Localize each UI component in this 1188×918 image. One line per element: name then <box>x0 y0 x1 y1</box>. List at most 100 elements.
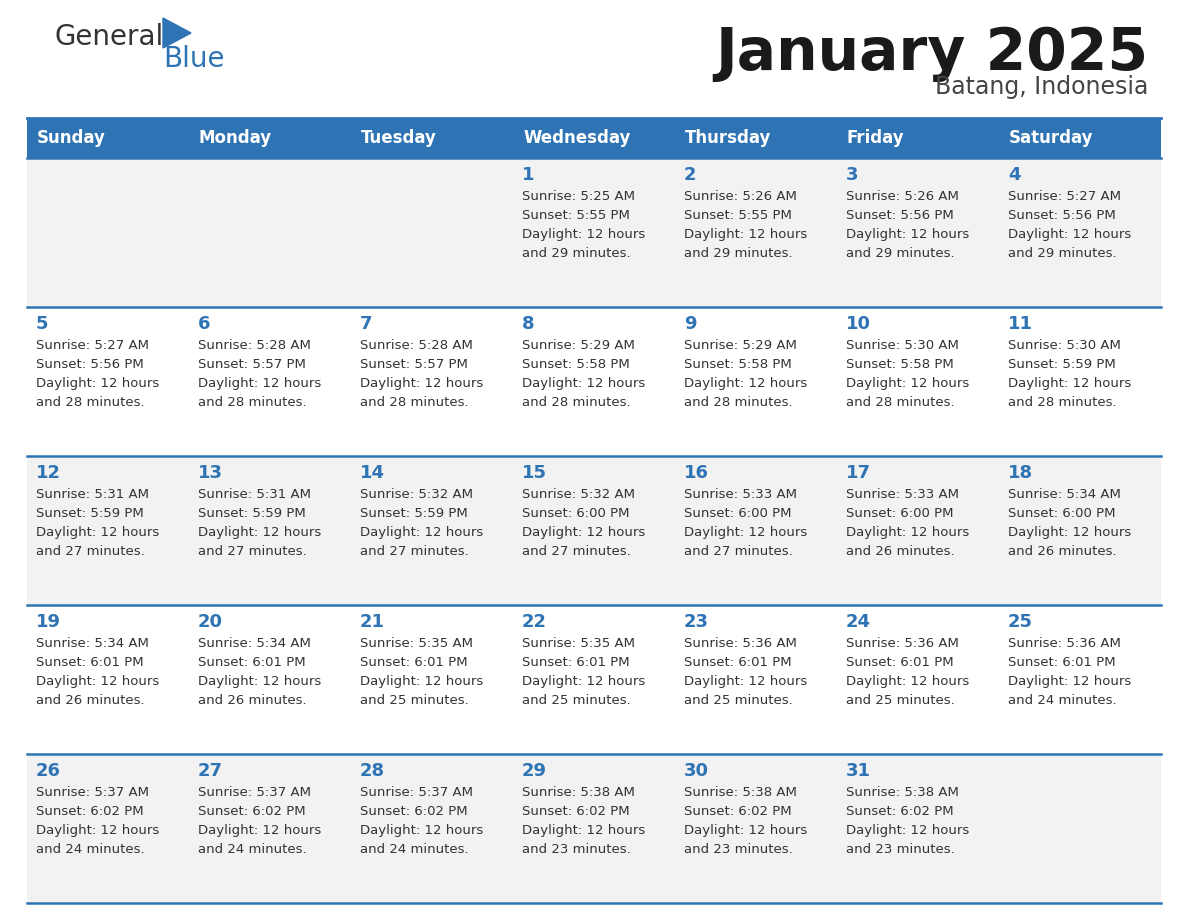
Bar <box>513 456 675 605</box>
Text: Sunset: 6:01 PM: Sunset: 6:01 PM <box>36 656 144 669</box>
Text: 7: 7 <box>360 315 373 333</box>
Text: Sunset: 6:01 PM: Sunset: 6:01 PM <box>522 656 630 669</box>
Text: and 28 minutes.: and 28 minutes. <box>1007 396 1117 409</box>
Bar <box>27 605 189 754</box>
Text: Sunset: 5:59 PM: Sunset: 5:59 PM <box>198 507 305 520</box>
Text: and 26 minutes.: and 26 minutes. <box>1007 545 1117 558</box>
Text: Sunrise: 5:33 AM: Sunrise: 5:33 AM <box>684 488 797 501</box>
Bar <box>350 158 513 307</box>
Text: Sunrise: 5:37 AM: Sunrise: 5:37 AM <box>36 786 148 799</box>
Text: 20: 20 <box>198 613 223 631</box>
Text: 24: 24 <box>846 613 871 631</box>
Text: Sunrise: 5:30 AM: Sunrise: 5:30 AM <box>1007 339 1120 352</box>
Text: and 27 minutes.: and 27 minutes. <box>198 545 307 558</box>
Bar <box>27 118 189 158</box>
Text: Daylight: 12 hours: Daylight: 12 hours <box>198 377 321 390</box>
Text: and 26 minutes.: and 26 minutes. <box>846 545 955 558</box>
Text: 17: 17 <box>846 464 871 482</box>
Bar <box>350 118 513 158</box>
Text: and 23 minutes.: and 23 minutes. <box>846 843 955 856</box>
Bar <box>27 158 189 307</box>
Text: January 2025: January 2025 <box>715 25 1148 82</box>
Text: 27: 27 <box>198 762 223 780</box>
Text: Daylight: 12 hours: Daylight: 12 hours <box>846 228 969 241</box>
Text: Thursday: Thursday <box>685 129 771 147</box>
Text: 16: 16 <box>684 464 709 482</box>
Bar <box>350 605 513 754</box>
Text: Daylight: 12 hours: Daylight: 12 hours <box>360 377 484 390</box>
Text: Daylight: 12 hours: Daylight: 12 hours <box>198 824 321 837</box>
Text: Sunday: Sunday <box>37 129 106 147</box>
Text: Sunset: 6:00 PM: Sunset: 6:00 PM <box>846 507 954 520</box>
Bar <box>27 754 189 903</box>
Bar <box>27 456 189 605</box>
Bar <box>513 118 675 158</box>
Bar <box>838 158 999 307</box>
Bar <box>675 118 838 158</box>
Text: 6: 6 <box>198 315 210 333</box>
Text: Daylight: 12 hours: Daylight: 12 hours <box>522 824 645 837</box>
Bar <box>999 754 1161 903</box>
Text: Sunset: 5:58 PM: Sunset: 5:58 PM <box>846 358 954 371</box>
Text: 22: 22 <box>522 613 546 631</box>
Text: Sunrise: 5:25 AM: Sunrise: 5:25 AM <box>522 190 636 203</box>
Text: Daylight: 12 hours: Daylight: 12 hours <box>846 526 969 539</box>
Text: and 24 minutes.: and 24 minutes. <box>36 843 145 856</box>
Polygon shape <box>163 18 191 48</box>
Bar <box>999 158 1161 307</box>
Text: Sunrise: 5:33 AM: Sunrise: 5:33 AM <box>846 488 959 501</box>
Bar <box>189 307 350 456</box>
Text: Sunset: 6:00 PM: Sunset: 6:00 PM <box>522 507 630 520</box>
Text: Sunrise: 5:29 AM: Sunrise: 5:29 AM <box>522 339 634 352</box>
Text: Daylight: 12 hours: Daylight: 12 hours <box>684 377 808 390</box>
Text: Batang, Indonesia: Batang, Indonesia <box>935 75 1148 99</box>
Text: Sunset: 6:02 PM: Sunset: 6:02 PM <box>684 805 791 818</box>
Text: 3: 3 <box>846 166 859 184</box>
Text: and 27 minutes.: and 27 minutes. <box>360 545 469 558</box>
Text: 4: 4 <box>1007 166 1020 184</box>
Text: 28: 28 <box>360 762 385 780</box>
Bar <box>999 456 1161 605</box>
Text: and 26 minutes.: and 26 minutes. <box>198 694 307 707</box>
Bar <box>513 605 675 754</box>
Text: Sunset: 5:59 PM: Sunset: 5:59 PM <box>360 507 468 520</box>
Bar <box>350 754 513 903</box>
Bar <box>675 754 838 903</box>
Text: Daylight: 12 hours: Daylight: 12 hours <box>522 377 645 390</box>
Text: 23: 23 <box>684 613 709 631</box>
Text: 12: 12 <box>36 464 61 482</box>
Text: and 23 minutes.: and 23 minutes. <box>522 843 631 856</box>
Text: 31: 31 <box>846 762 871 780</box>
Text: Sunrise: 5:37 AM: Sunrise: 5:37 AM <box>198 786 311 799</box>
Text: Sunset: 6:02 PM: Sunset: 6:02 PM <box>360 805 468 818</box>
Bar <box>838 307 999 456</box>
Text: Daylight: 12 hours: Daylight: 12 hours <box>360 675 484 688</box>
Text: Sunrise: 5:27 AM: Sunrise: 5:27 AM <box>1007 190 1121 203</box>
Text: Sunrise: 5:36 AM: Sunrise: 5:36 AM <box>684 637 797 650</box>
Text: and 27 minutes.: and 27 minutes. <box>36 545 145 558</box>
Bar <box>838 605 999 754</box>
Text: General: General <box>55 23 164 51</box>
Text: Sunrise: 5:34 AM: Sunrise: 5:34 AM <box>36 637 148 650</box>
Text: Sunrise: 5:36 AM: Sunrise: 5:36 AM <box>1007 637 1120 650</box>
Text: Sunrise: 5:32 AM: Sunrise: 5:32 AM <box>522 488 636 501</box>
Text: Tuesday: Tuesday <box>361 129 437 147</box>
Text: 15: 15 <box>522 464 546 482</box>
Text: Sunrise: 5:30 AM: Sunrise: 5:30 AM <box>846 339 959 352</box>
Text: 8: 8 <box>522 315 535 333</box>
Text: 10: 10 <box>846 315 871 333</box>
Bar <box>513 307 675 456</box>
Text: Sunrise: 5:34 AM: Sunrise: 5:34 AM <box>198 637 311 650</box>
Text: Sunset: 5:59 PM: Sunset: 5:59 PM <box>36 507 144 520</box>
Text: and 29 minutes.: and 29 minutes. <box>1007 247 1117 260</box>
Text: 1: 1 <box>522 166 535 184</box>
Bar <box>838 754 999 903</box>
Text: Sunrise: 5:28 AM: Sunrise: 5:28 AM <box>198 339 311 352</box>
Bar <box>999 118 1161 158</box>
Text: Wednesday: Wednesday <box>523 129 631 147</box>
Text: Sunset: 5:56 PM: Sunset: 5:56 PM <box>1007 209 1116 222</box>
Text: Sunrise: 5:31 AM: Sunrise: 5:31 AM <box>198 488 311 501</box>
Text: Sunset: 6:01 PM: Sunset: 6:01 PM <box>684 656 791 669</box>
Text: Sunrise: 5:38 AM: Sunrise: 5:38 AM <box>846 786 959 799</box>
Bar <box>675 456 838 605</box>
